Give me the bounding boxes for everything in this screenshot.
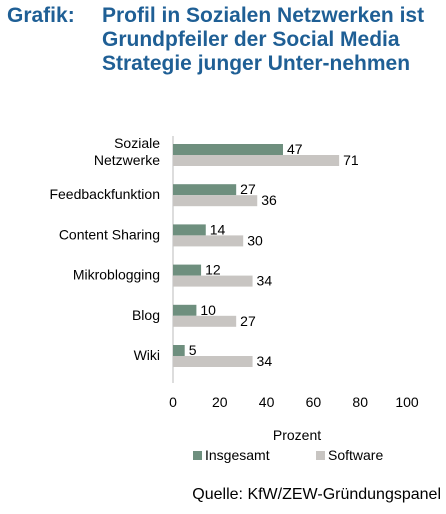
bar-insgesamt — [173, 345, 185, 356]
category-label: Blog — [132, 307, 160, 323]
x-tick-label: 80 — [352, 394, 368, 410]
category-label: Mikroblogging — [73, 267, 160, 283]
data-label: 14 — [210, 221, 226, 237]
title-label: Grafik: — [7, 4, 75, 27]
source-note: Quelle: KfW/ZEW-Gründungspanel — [192, 486, 441, 503]
data-label: 27 — [240, 181, 256, 197]
title-text: Profil in Sozialen Netzwerken ist Grundp… — [102, 4, 425, 75]
x-axis-title: Prozent — [273, 427, 321, 443]
category-label: Content Sharing — [59, 226, 160, 242]
bar-software — [173, 315, 237, 327]
data-label: 71 — [343, 152, 359, 168]
bar-insgesamt — [173, 184, 237, 196]
bar-software — [173, 275, 253, 287]
data-label: 34 — [257, 353, 273, 369]
x-tick-label: 0 — [169, 394, 177, 410]
bar-software — [173, 356, 253, 367]
bar-insgesamt — [173, 264, 202, 276]
data-label: 12 — [205, 262, 221, 278]
data-label: 47 — [287, 141, 303, 157]
bar-software — [173, 235, 244, 247]
x-tick-label: 100 — [395, 394, 419, 410]
bar-insgesamt — [173, 224, 206, 236]
x-tick-label: 20 — [212, 394, 228, 410]
x-tick-label: 40 — [259, 394, 275, 410]
category-label: Feedbackfunktion — [49, 186, 160, 202]
data-label: 30 — [247, 232, 263, 248]
data-label: 36 — [261, 192, 277, 208]
legend-label: Software — [328, 447, 383, 463]
bar-software — [173, 155, 340, 166]
data-label: 34 — [257, 273, 273, 289]
bar-insgesamt — [173, 304, 197, 316]
category-label: Soziale Netzwerke — [94, 135, 160, 168]
bar-software — [173, 195, 258, 207]
legend-swatch — [316, 451, 325, 460]
data-label: 27 — [240, 313, 256, 329]
data-label: 5 — [189, 342, 197, 358]
legend-swatch — [193, 451, 202, 460]
data-label: 10 — [200, 302, 216, 318]
category-label: Wiki — [134, 347, 160, 363]
bar-insgesamt — [173, 144, 283, 155]
bar-chart: Soziale Netzwerke 47 71 Feedbackfunktion 27 36… — [49, 135, 419, 463]
x-tick-label: 60 — [306, 394, 322, 410]
legend-label: Insgesamt — [205, 447, 270, 463]
